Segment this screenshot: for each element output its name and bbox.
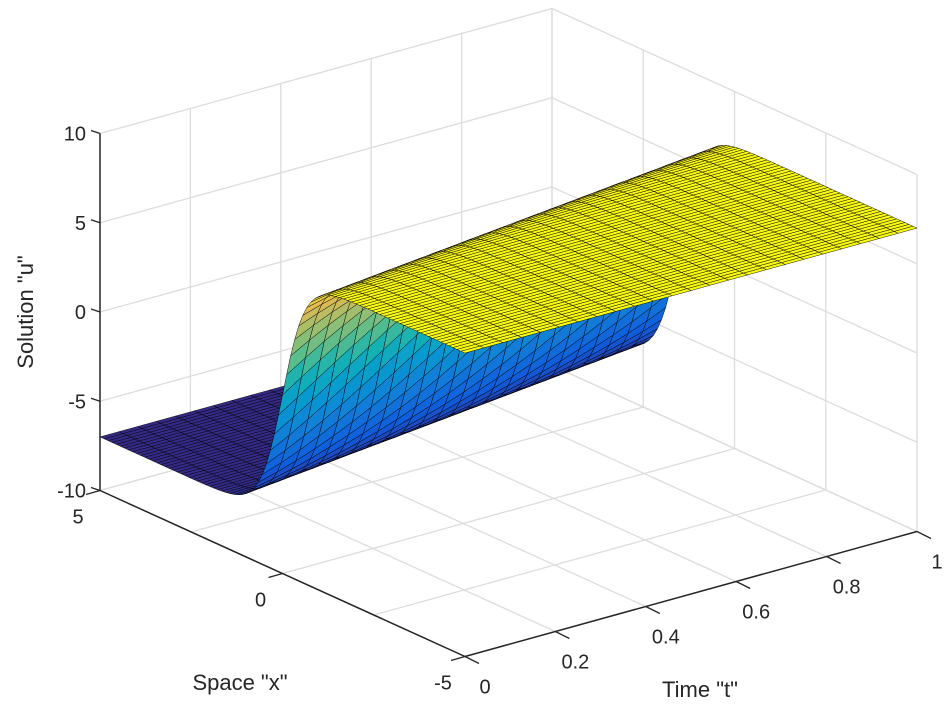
x-axis-label: Space "x" (192, 670, 287, 695)
t-axis-line (464, 530, 918, 658)
t-tick-label: 1 (931, 552, 942, 574)
grid-line (99, 97, 553, 224)
z-tick (90, 486, 101, 492)
grid-line (282, 447, 735, 575)
grid-line (191, 406, 644, 533)
t-tick (916, 530, 932, 540)
z-tick-label: -10 (57, 481, 86, 503)
t-tick-label: 0.4 (652, 627, 680, 649)
x-tick (85, 489, 101, 496)
grid-line (99, 7, 553, 135)
z-tick (90, 129, 101, 135)
t-tick-label: 0.6 (742, 602, 770, 624)
x-tick-label: -5 (434, 673, 452, 695)
t-tick (826, 555, 841, 565)
z-axis-label: Solution "u" (13, 255, 38, 368)
axis-lines (85, 129, 932, 665)
x-tick (268, 572, 283, 579)
t-tick (645, 605, 661, 615)
z-tick-label: 5 (75, 213, 86, 235)
z-tick (90, 219, 101, 224)
grid-line (373, 489, 826, 616)
x-tick-label: 0 (255, 590, 266, 612)
surface-patch (99, 431, 124, 440)
t-tick-label: 0.2 (561, 652, 589, 674)
grid-line (99, 186, 553, 313)
t-axis-label: Time "t" (662, 677, 738, 702)
t-tick (735, 580, 751, 590)
x-tick (450, 655, 466, 662)
t-tick (464, 655, 480, 665)
z-tick (90, 397, 101, 402)
t-tick-label: 0.8 (833, 577, 861, 599)
z-tick (90, 308, 101, 313)
surface-mesh (99, 145, 918, 496)
z-tick-label: -5 (68, 391, 86, 413)
x-tick-label: 5 (72, 507, 83, 529)
t-tick-label: 0 (479, 677, 490, 699)
z-tick-label: 10 (64, 124, 86, 146)
z-tick-label: 0 (75, 302, 86, 324)
t-tick (555, 630, 570, 640)
tick-labels: -10 -5 0 5 10 -5 0 5 0 0.2 0.4 0.6 0.8 1 (57, 124, 942, 699)
